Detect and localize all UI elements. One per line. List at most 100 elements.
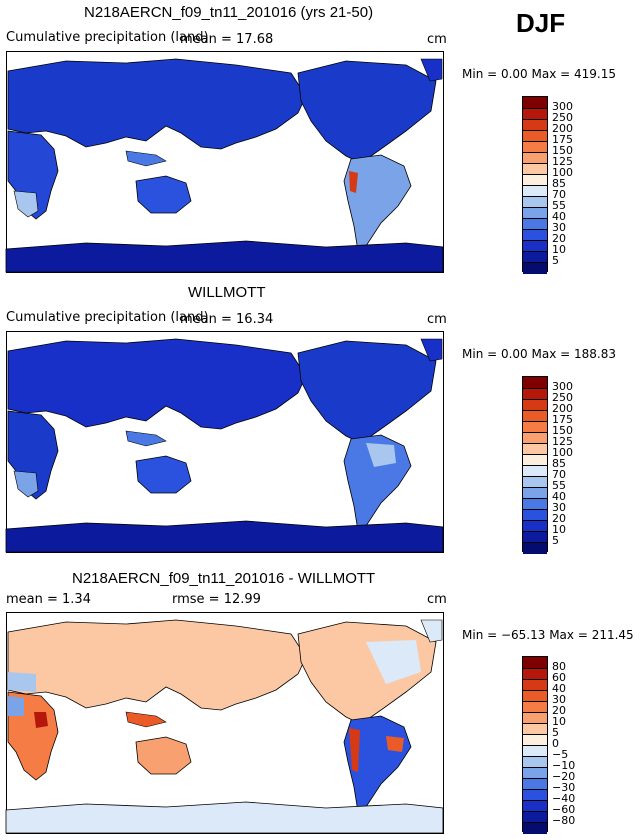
amazon-highlight [366, 443, 396, 467]
colorbar-tick-label: 300 [552, 100, 573, 113]
australia-land [135, 175, 192, 214]
colorbar-tick-label: −60 [552, 803, 576, 816]
se-asia-islands [125, 150, 167, 167]
colorbar-swatch [523, 498, 547, 510]
colorbar-tick-label: 175 [552, 133, 573, 146]
colorbar-swatch [523, 690, 547, 702]
colorbar-tick-label: 40 [552, 210, 566, 223]
colorbar-swatch [523, 196, 547, 208]
africa-west-blue [8, 696, 24, 716]
colorbar-tick-label: 20 [552, 512, 566, 525]
colorbar-tick-label: 30 [552, 693, 566, 706]
colorbar-swatch [523, 229, 547, 241]
colorbar-tick-label: −30 [552, 781, 576, 794]
colorbar-tick-label: −10 [552, 759, 576, 772]
africa-south-tip [13, 190, 39, 218]
colorbar-tick-label: 5 [552, 534, 559, 547]
colorbar-swatch [523, 218, 547, 230]
colorbar-swatches [522, 656, 548, 834]
west-coast-blue [8, 672, 36, 692]
colorbar-tick-label: 10 [552, 715, 566, 728]
north-america-land [297, 340, 437, 444]
panel-1-mean: mean = 17.68 [180, 32, 274, 47]
australia-land [135, 455, 192, 494]
panel-1-units: cm [427, 32, 447, 47]
colorbar-swatch [523, 399, 547, 411]
north-america-east-blue [366, 640, 421, 684]
colorbar-tick-label: 40 [552, 490, 566, 503]
colorbar-swatch [523, 174, 547, 186]
season-label: DJF [516, 8, 566, 38]
se-asia-islands [125, 430, 167, 447]
greenland-land [420, 619, 443, 643]
colorbar-swatch [523, 377, 547, 389]
colorbar-swatch [523, 119, 547, 131]
colorbar-tick-label: 0 [552, 737, 559, 750]
colorbar-swatch [523, 767, 547, 779]
colorbar-tick-label: 250 [552, 111, 573, 124]
colorbar-swatches [522, 376, 548, 554]
colorbar-tick-label: 55 [552, 479, 566, 492]
colorbar-tick-label: 40 [552, 682, 566, 695]
panel-1-title: N218AERCN_f09_tn11_201016 (yrs 21-50) [84, 4, 374, 21]
colorbar-swatch [523, 410, 547, 422]
panel-1-map [5, 51, 444, 273]
colorbar-tick-label: 250 [552, 391, 573, 404]
panel-1-subtitle: Cumulative precipitation (land) [6, 30, 209, 45]
colorbar-swatch [523, 185, 547, 197]
colorbar-swatch [523, 531, 547, 543]
colorbar-swatch [523, 712, 547, 724]
colorbar-tick-label: 10 [552, 243, 566, 256]
colorbar-swatch [523, 163, 547, 175]
panel-3-map [5, 612, 444, 834]
panel-2-colorbar: 300 250 200 175 150 125 100 85 70 55 40 30 20 10 5 [522, 376, 573, 554]
colorbar-tick-label: 125 [552, 155, 573, 168]
colorbar-tick-label: 5 [552, 726, 559, 739]
colorbar-tick-label: 125 [552, 435, 573, 448]
colorbar-swatch [523, 432, 547, 444]
panel-3-title: N218AERCN_f09_tn11_201016 - WILLMOTT [72, 570, 376, 587]
colorbar-swatch [523, 822, 547, 834]
colorbar-tick-label: 85 [552, 177, 566, 190]
colorbar-swatch [523, 668, 547, 680]
colorbar-swatch [523, 141, 547, 153]
colorbar-swatch [523, 240, 547, 252]
colorbar-swatch [523, 207, 547, 219]
colorbar-swatch [523, 388, 547, 400]
colorbar-tick-label: −40 [552, 792, 576, 805]
panel-2-map [5, 331, 444, 553]
colorbar-swatch [523, 723, 547, 735]
panel-2-title: WILLMOTT [188, 284, 266, 301]
colorbar-swatch [523, 679, 547, 691]
colorbar-tick-label: 60 [552, 671, 566, 684]
greenland-land [420, 338, 443, 362]
colorbar-tick-label: 150 [552, 424, 573, 437]
panel-1-minmax: Min = 0.00 Max = 419.15 [462, 67, 616, 81]
colorbar-tick-label: 150 [552, 144, 573, 157]
colorbar-tick-label: 200 [552, 122, 573, 135]
africa-south-tip [13, 470, 39, 498]
colorbar-tick-label: 20 [552, 704, 566, 717]
colorbar-tick-label: 200 [552, 402, 573, 415]
colorbar-tick-label: −5 [552, 748, 569, 761]
panel-3-colorbar: 80 60 40 30 20 10 5 0 −5 −10 −20 −30 −40 −60 −80 [522, 656, 575, 834]
colorbar-swatch [523, 130, 547, 142]
brazil-red [386, 736, 404, 752]
colorbar-tick-label: 30 [552, 221, 566, 234]
colorbar-swatch [523, 778, 547, 790]
eurasia-land [7, 619, 307, 711]
colorbar-swatch [523, 701, 547, 713]
colorbar-swatch [523, 745, 547, 757]
se-asia-islands [125, 711, 167, 728]
colorbar-tick-label: 70 [552, 468, 566, 481]
colorbar-swatch [523, 443, 547, 455]
colorbar-swatch [523, 108, 547, 120]
africa-central-dark [34, 712, 48, 728]
panel-2-units: cm [427, 312, 447, 327]
colorbar-tick-label: 100 [552, 166, 573, 179]
antarctica-land [5, 801, 444, 834]
panel-3-rmse: rmse = 12.99 [172, 592, 261, 607]
colorbar-tick-label: 70 [552, 188, 566, 201]
colorbar-tick-label: 100 [552, 446, 573, 459]
colorbar-swatch [523, 251, 547, 263]
